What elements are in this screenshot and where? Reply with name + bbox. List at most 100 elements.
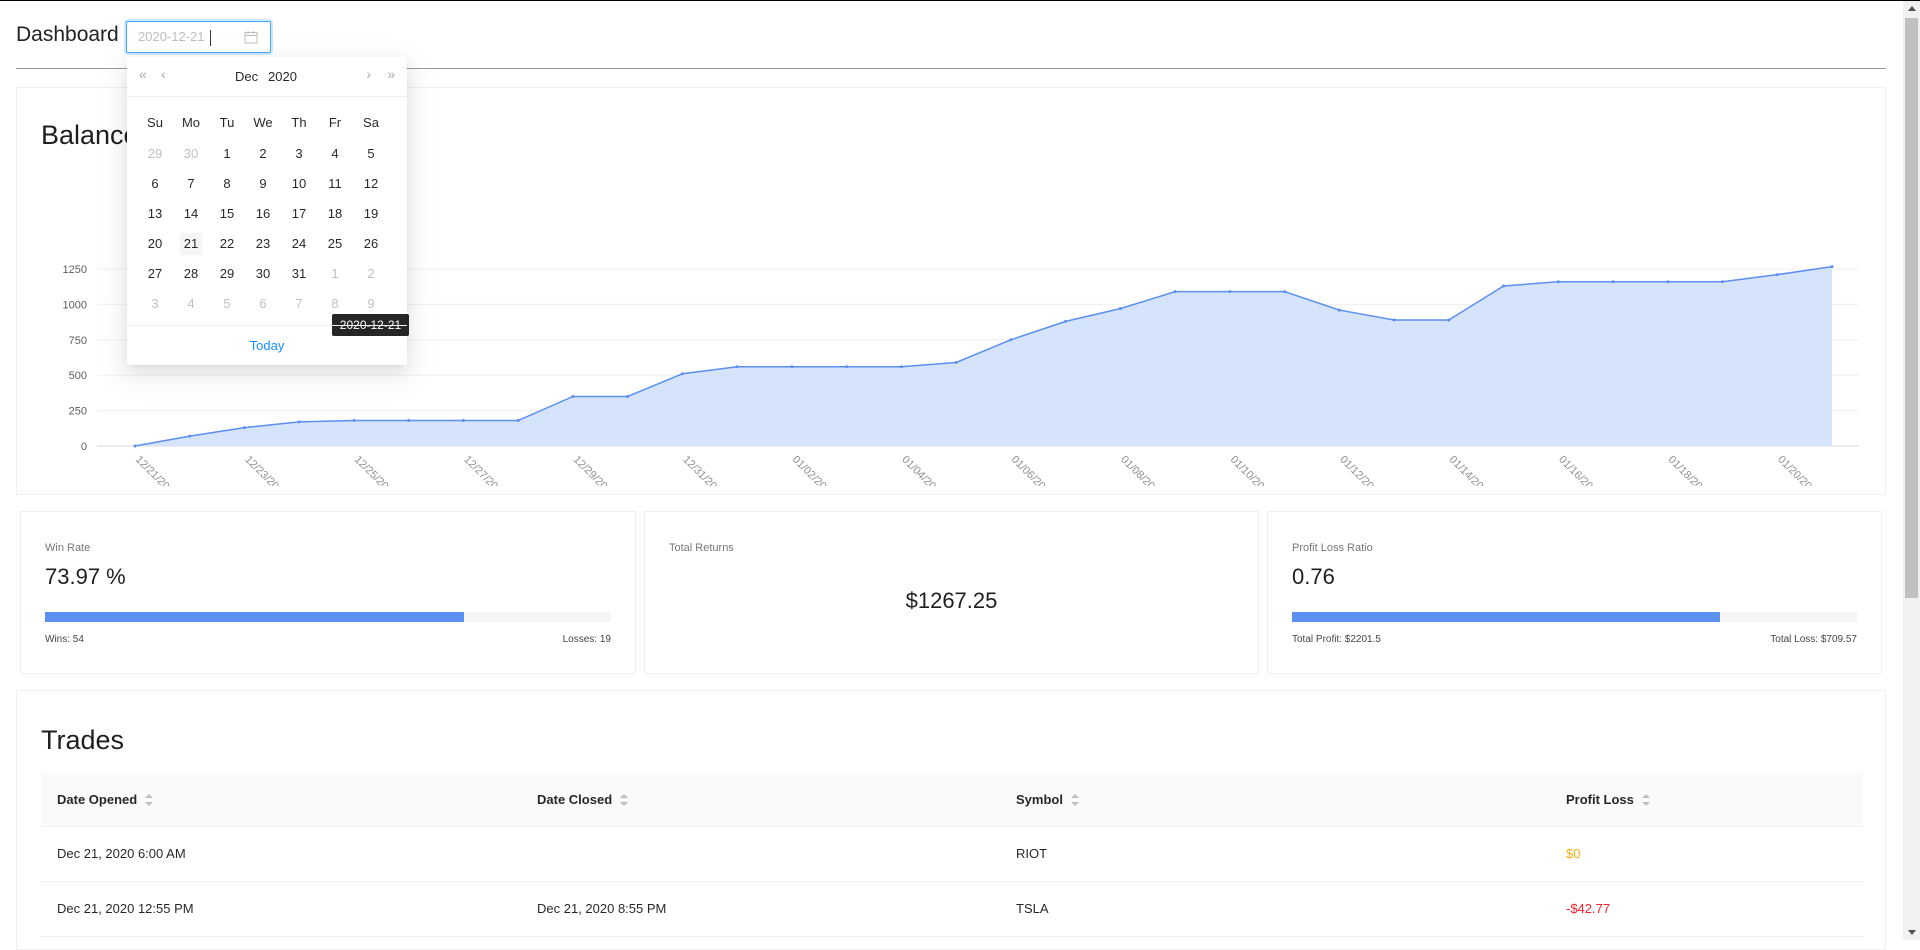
sort-icon[interactable] — [620, 793, 629, 806]
wins-count: Wins: 54 — [45, 634, 84, 645]
sort-icon[interactable] — [1070, 793, 1079, 806]
day-cell[interactable]: 5 — [353, 139, 389, 169]
data-point[interactable] — [1447, 318, 1451, 322]
today-button[interactable]: Today — [249, 338, 285, 353]
double-left-icon[interactable]: « — [139, 66, 147, 82]
day-cell[interactable]: 29 — [137, 139, 173, 169]
data-point[interactable] — [571, 394, 575, 398]
week-row: 20 21 22 23 24 25 26 — [137, 229, 389, 259]
table-row[interactable]: Dec 21, 2020 12:55 PM Dec 21, 2020 8:55 … — [41, 882, 1863, 937]
day-cell[interactable]: 7 — [281, 289, 317, 319]
data-point[interactable] — [1392, 318, 1396, 322]
column-header-date-opened[interactable]: Date Opened — [57, 792, 154, 807]
data-point[interactable] — [516, 419, 520, 423]
data-point[interactable] — [1064, 319, 1068, 323]
day-cell[interactable]: 27 — [137, 259, 173, 289]
data-point[interactable] — [735, 365, 739, 369]
day-cell[interactable]: 2 — [245, 139, 281, 169]
data-point[interactable] — [133, 444, 137, 448]
data-point[interactable] — [1337, 308, 1341, 312]
day-cell[interactable]: 22 — [209, 229, 245, 259]
data-point[interactable] — [954, 360, 958, 364]
table-row[interactable]: Dec 21, 2020 6:00 AM RIOT $0 — [41, 827, 1863, 882]
day-cell[interactable]: 2 — [353, 259, 389, 289]
picker-month-button[interactable]: Dec — [235, 69, 259, 84]
data-point[interactable] — [1666, 280, 1670, 284]
day-cell[interactable]: 16 — [245, 199, 281, 229]
scrollbar-thumb[interactable] — [1905, 18, 1918, 598]
data-point[interactable] — [188, 434, 192, 438]
data-point[interactable] — [1830, 265, 1834, 269]
day-cell[interactable]: 19 — [353, 199, 389, 229]
day-cell[interactable]: 9 — [353, 289, 389, 319]
day-cell[interactable]: 30 — [245, 259, 281, 289]
day-cell[interactable]: 20 — [137, 229, 173, 259]
data-point[interactable] — [1009, 338, 1013, 342]
day-cell[interactable]: 23 — [245, 229, 281, 259]
sort-icon[interactable] — [145, 793, 154, 806]
data-point[interactable] — [1228, 290, 1232, 294]
day-cell[interactable]: 1 — [209, 139, 245, 169]
column-header-date-closed[interactable]: Date Closed — [537, 792, 629, 807]
day-cell[interactable]: 21 — [173, 229, 209, 259]
double-right-icon[interactable]: » — [387, 66, 395, 82]
sort-icon[interactable] — [1641, 793, 1650, 806]
day-cell[interactable]: 17 — [281, 199, 317, 229]
data-point[interactable] — [297, 420, 301, 424]
date-picker-input[interactable]: 2020-12-21 — [126, 21, 271, 53]
column-header-symbol[interactable]: Symbol — [1016, 792, 1079, 807]
day-cell[interactable]: 30 — [173, 139, 209, 169]
day-cell[interactable]: 5 — [209, 289, 245, 319]
data-point[interactable] — [1118, 307, 1122, 311]
data-point[interactable] — [626, 394, 630, 398]
day-cell[interactable]: 8 — [317, 289, 353, 319]
picker-year-button[interactable]: 2020 — [268, 69, 297, 84]
calendar-icon[interactable] — [244, 30, 258, 44]
day-cell[interactable]: 11 — [317, 169, 353, 199]
data-point[interactable] — [1611, 280, 1615, 284]
day-cell[interactable]: 13 — [137, 199, 173, 229]
day-cell[interactable]: 12 — [353, 169, 389, 199]
day-cell[interactable]: 14 — [173, 199, 209, 229]
day-cell[interactable]: 24 — [281, 229, 317, 259]
x-tick-label: 12/25/20 — [352, 454, 391, 486]
data-point[interactable] — [1721, 280, 1725, 284]
day-cell[interactable]: 26 — [353, 229, 389, 259]
data-point[interactable] — [242, 426, 246, 430]
day-cell[interactable]: 3 — [281, 139, 317, 169]
data-point[interactable] — [352, 419, 356, 423]
right-icon[interactable]: › — [366, 66, 371, 82]
day-cell[interactable]: 31 — [281, 259, 317, 289]
day-cell[interactable]: 9 — [245, 169, 281, 199]
day-cell[interactable]: 15 — [209, 199, 245, 229]
data-point[interactable] — [899, 365, 903, 369]
day-cell[interactable]: 4 — [317, 139, 353, 169]
data-point[interactable] — [1502, 284, 1506, 288]
data-point[interactable] — [1556, 280, 1560, 284]
scroll-down-icon[interactable] — [1908, 930, 1916, 935]
left-icon[interactable]: ‹ — [161, 66, 166, 82]
data-point[interactable] — [407, 419, 411, 423]
day-cell[interactable]: 25 — [317, 229, 353, 259]
data-point[interactable] — [680, 372, 684, 376]
day-cell[interactable]: 3 — [137, 289, 173, 319]
day-cell[interactable]: 1 — [317, 259, 353, 289]
day-cell[interactable]: 8 — [209, 169, 245, 199]
data-point[interactable] — [790, 365, 794, 369]
day-cell[interactable]: 6 — [137, 169, 173, 199]
scrollbar[interactable] — [1903, 1, 1920, 940]
day-cell[interactable]: 10 — [281, 169, 317, 199]
day-cell[interactable]: 7 — [173, 169, 209, 199]
data-point[interactable] — [845, 365, 849, 369]
day-cell[interactable]: 29 — [209, 259, 245, 289]
day-cell[interactable]: 28 — [173, 259, 209, 289]
day-cell[interactable]: 4 — [173, 289, 209, 319]
scroll-up-icon[interactable] — [1908, 6, 1916, 11]
day-cell[interactable]: 6 — [245, 289, 281, 319]
data-point[interactable] — [1283, 290, 1287, 294]
column-header-profit-loss[interactable]: Profit Loss — [1566, 792, 1650, 807]
data-point[interactable] — [461, 419, 465, 423]
day-cell[interactable]: 18 — [317, 199, 353, 229]
data-point[interactable] — [1775, 273, 1779, 277]
data-point[interactable] — [1173, 290, 1177, 294]
